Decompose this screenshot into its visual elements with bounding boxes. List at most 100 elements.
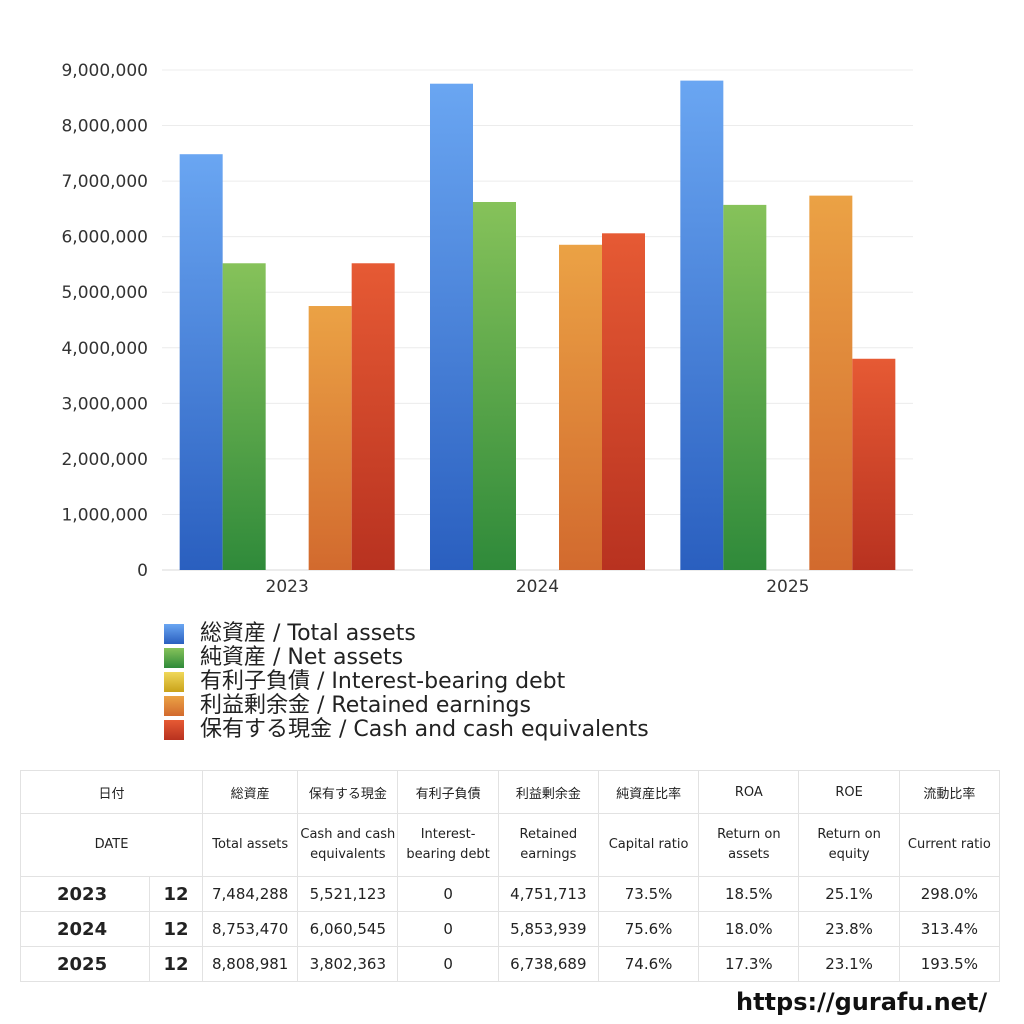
chart-legend: 総資産 / Total assets 純資産 / Net assets 有利子負… xyxy=(164,622,649,742)
legend-label: 保有する現金 / Cash and cash equivalents xyxy=(200,717,649,742)
legend-swatch xyxy=(164,696,184,716)
th-cash-en: Cash and cash equivalents xyxy=(297,813,399,877)
cell-retained: 5,853,939 xyxy=(497,911,599,947)
cell-total-assets: 7,484,288 xyxy=(202,876,299,912)
legend-label: 有利子負債 / Interest-bearing debt xyxy=(200,669,566,694)
cell-debt: 0 xyxy=(397,876,499,912)
cell-roe: 23.8% xyxy=(798,911,900,947)
cell-year: 2024 xyxy=(20,911,150,947)
y-axis-tick-labels: 0 1,000,000 2,000,000 3,000,000 4,000,000 5,0… xyxy=(61,61,148,581)
cell-roe: 25.1% xyxy=(798,876,900,912)
legend-item-total-assets: 総資産 / Total assets xyxy=(164,622,649,646)
cell-roa: 18.0% xyxy=(698,911,800,947)
cell-cash: 3,802,363 xyxy=(297,946,399,982)
x-tick-label: 2025 xyxy=(766,577,809,597)
th-roa-en: Return on assets xyxy=(698,813,800,877)
th-date-en: DATE xyxy=(19,813,204,877)
bar xyxy=(308,306,352,570)
legend-swatch xyxy=(164,624,184,644)
y-tick-label: 5,000,000 xyxy=(61,283,148,303)
cell-current-ratio: 313.4% xyxy=(898,911,1001,947)
y-tick-label: 1,000,000 xyxy=(61,505,148,525)
th-roe-jp: ROE xyxy=(798,770,900,814)
th-retained-en: Retained earnings xyxy=(497,813,599,877)
cell-roe: 23.1% xyxy=(798,946,900,982)
legend-swatch xyxy=(164,672,184,692)
legend-swatch xyxy=(164,648,184,668)
legend-label: 純資産 / Net assets xyxy=(200,645,404,670)
bar xyxy=(723,204,767,570)
bar xyxy=(179,154,223,570)
y-tick-label: 6,000,000 xyxy=(61,228,148,248)
cell-month: 12 xyxy=(148,876,204,912)
cell-cash: 6,060,545 xyxy=(297,911,399,947)
table-row: 2025 12 8,808,981 3,802,363 0 6,738,689 … xyxy=(20,946,1001,982)
grid-lines xyxy=(162,69,913,571)
bar xyxy=(809,195,853,570)
legend-swatch xyxy=(164,720,184,740)
cell-month: 12 xyxy=(148,946,204,982)
table-header-row-en: DATE Total assets Cash and cash equivale… xyxy=(19,813,1001,877)
th-debt-jp: 有利子負債 xyxy=(397,770,499,814)
y-tick-label: 2,000,000 xyxy=(61,450,148,470)
legend-item-net-assets: 純資産 / Net assets xyxy=(164,646,649,670)
cell-current-ratio: 298.0% xyxy=(898,876,1001,912)
cell-capital-ratio: 74.6% xyxy=(597,946,700,982)
x-tick-label: 2023 xyxy=(266,577,309,597)
cell-cash: 5,521,123 xyxy=(297,876,399,912)
bar xyxy=(680,80,724,570)
cell-capital-ratio: 75.6% xyxy=(597,911,700,947)
table-row: 2024 12 8,753,470 6,060,545 0 5,853,939 … xyxy=(20,911,1001,947)
cell-year: 2023 xyxy=(20,876,150,912)
y-tick-label: 0 xyxy=(137,561,148,581)
cell-debt: 0 xyxy=(397,946,499,982)
legend-label: 総資産 / Total assets xyxy=(200,621,416,646)
th-debt-en: Interest-bearing debt xyxy=(397,813,499,877)
y-tick-label: 7,000,000 xyxy=(61,172,148,192)
y-tick-label: 9,000,000 xyxy=(61,61,148,81)
th-roe-en: Return on equity xyxy=(798,813,900,877)
cell-capital-ratio: 73.5% xyxy=(597,876,700,912)
cell-total-assets: 8,808,981 xyxy=(202,946,299,982)
y-tick-label: 4,000,000 xyxy=(61,339,148,359)
bars xyxy=(179,80,896,571)
cell-current-ratio: 193.5% xyxy=(898,946,1001,982)
cell-debt: 0 xyxy=(397,911,499,947)
bar xyxy=(602,233,645,571)
cell-retained: 4,751,713 xyxy=(497,876,599,912)
table-row: 2023 12 7,484,288 5,521,123 0 4,751,713 … xyxy=(20,876,1001,912)
bar-chart: 0 1,000,000 2,000,000 3,000,000 4,000,000 5,0… xyxy=(61,61,913,597)
y-tick-label: 3,000,000 xyxy=(61,394,148,414)
y-tick-label: 8,000,000 xyxy=(61,117,148,137)
cell-roa: 18.5% xyxy=(698,876,800,912)
th-current-ratio-jp: 流動比率 xyxy=(898,770,1001,814)
cell-month: 12 xyxy=(148,911,204,947)
cell-total-assets: 8,753,470 xyxy=(202,911,299,947)
bar xyxy=(473,202,516,570)
legend-item-retained-earnings: 利益剰余金 / Retained earnings xyxy=(164,694,649,718)
source-url: https://gurafu.net/ xyxy=(736,988,988,1016)
table-header-row-jp: 日付 総資産 保有する現金 有利子負債 利益剰余金 純資産比率 ROA ROE … xyxy=(19,770,1001,814)
x-axis-tick-labels: 2023 2024 2025 xyxy=(266,577,810,597)
th-total-assets-en: Total assets xyxy=(202,813,299,877)
x-tick-label: 2024 xyxy=(516,577,559,597)
bar xyxy=(351,263,395,570)
cell-retained: 6,738,689 xyxy=(497,946,599,982)
bar xyxy=(430,83,473,571)
th-cash-jp: 保有する現金 xyxy=(297,770,399,814)
bar xyxy=(559,244,602,570)
th-capital-ratio-jp: 純資産比率 xyxy=(597,770,700,814)
cell-year: 2025 xyxy=(20,946,150,982)
th-roa-jp: ROA xyxy=(698,770,800,814)
th-capital-ratio-en: Capital ratio xyxy=(597,813,700,877)
cell-roa: 17.3% xyxy=(698,946,800,982)
th-date-jp: 日付 xyxy=(19,770,204,814)
th-total-assets-jp: 総資産 xyxy=(202,770,299,814)
th-current-ratio-en: Current ratio xyxy=(898,813,1001,877)
bar xyxy=(852,358,896,570)
legend-label: 利益剰余金 / Retained earnings xyxy=(200,693,531,718)
th-retained-jp: 利益剰余金 xyxy=(497,770,599,814)
bar xyxy=(222,263,266,570)
legend-item-interest-bearing-debt: 有利子負債 / Interest-bearing debt xyxy=(164,670,649,694)
legend-item-cash: 保有する現金 / Cash and cash equivalents xyxy=(164,718,649,742)
